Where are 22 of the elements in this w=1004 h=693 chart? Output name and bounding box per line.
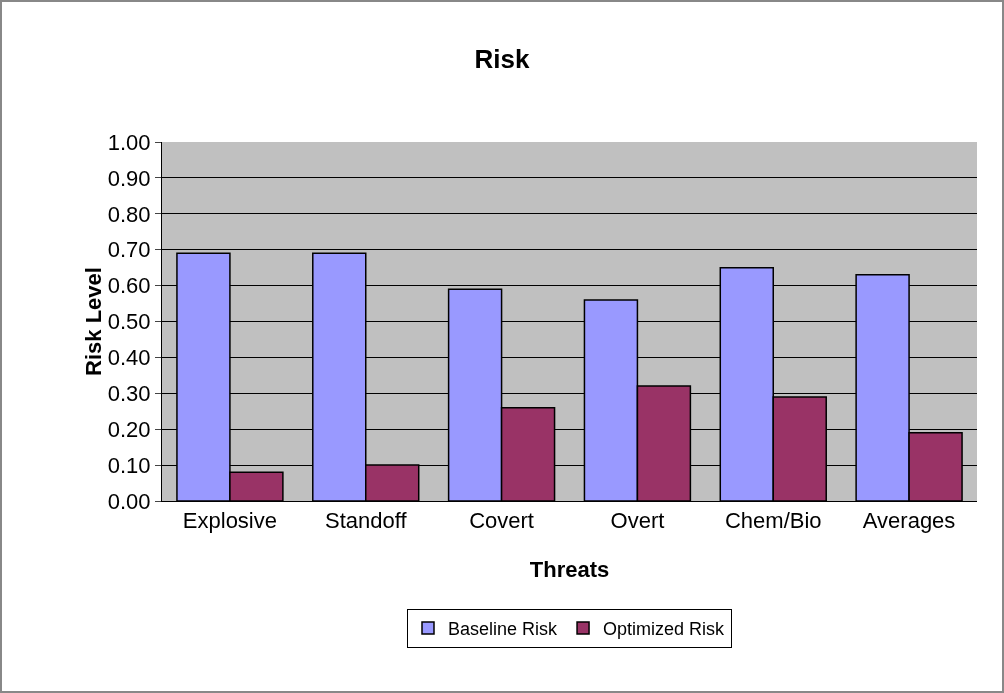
y-tick-label: 0.40 <box>107 345 151 371</box>
x-axis-title: Threats <box>529 557 610 582</box>
y-tick-label: 0.80 <box>107 201 151 227</box>
y-axis-title: Risk Level <box>80 267 106 376</box>
chart-title: Risk <box>474 44 530 75</box>
x-tick-label: Overt <box>610 508 665 534</box>
y-tick-label: 0.70 <box>107 237 151 263</box>
x-tick-label: Standoff <box>324 508 408 534</box>
legend-label: Baseline Risk <box>448 618 559 639</box>
x-tick-label: Explosive <box>182 508 277 534</box>
legend-label: Optimized Risk <box>603 618 726 639</box>
y-tick-label: 0.30 <box>107 381 151 406</box>
x-tick-label: Averages <box>862 508 956 534</box>
x-tick-label: Covert <box>469 508 534 534</box>
y-tick-label: 0.00 <box>107 488 151 514</box>
y-tick-label: 0.90 <box>107 165 151 191</box>
y-tick-label: 0.50 <box>107 309 151 335</box>
y-tick-label: 0.20 <box>107 416 151 442</box>
y-tick-label: 1.00 <box>107 129 151 155</box>
x-tick-label: Chem/Bio <box>724 508 822 534</box>
y-tick-label: 0.60 <box>107 273 151 299</box>
y-tick-label: 0.10 <box>107 452 151 478</box>
